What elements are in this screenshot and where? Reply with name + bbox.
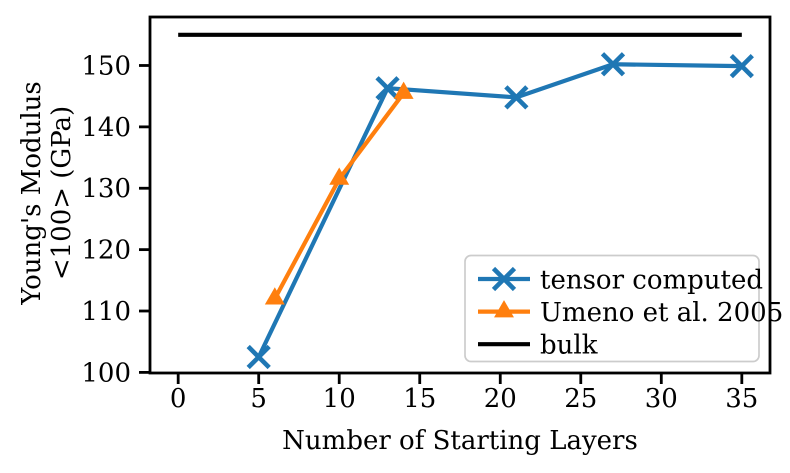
legend-sample-marker-tensor-computed bbox=[491, 266, 517, 292]
y-tick-label: 130 bbox=[81, 174, 131, 204]
series-marker-tensor-computed bbox=[375, 76, 400, 101]
series-marker-tensor-computed bbox=[600, 52, 626, 77]
y-tick-label: 150 bbox=[81, 51, 131, 81]
x-tick-label: 30 bbox=[645, 384, 678, 414]
legend-box bbox=[464, 254, 760, 363]
y-tick-label: 120 bbox=[81, 236, 131, 266]
axis-ticks: 0 5 10 15 20 25 30 35 100 110 120 130 140 150 bbox=[81, 51, 758, 414]
x-tick-label: 15 bbox=[403, 384, 436, 414]
legend-label-umeno-et-al-2005: Umeno et al. 2005 bbox=[540, 298, 783, 328]
series-marker-tensor-computed bbox=[729, 53, 754, 79]
legend-sample-marker-umeno-et-al-2005 bbox=[494, 300, 514, 318]
x-axis-label: Number of Starting Layers bbox=[282, 426, 638, 456]
series-marker-umeno-et-al-2005 bbox=[329, 167, 350, 185]
y-axis-label-line2: <100> (GPa) bbox=[47, 106, 77, 280]
axes-spines bbox=[148, 15, 772, 375]
plot-series bbox=[178, 32, 754, 370]
legend-label-bulk: bulk bbox=[540, 331, 598, 361]
x-tick-label: 20 bbox=[484, 384, 517, 414]
y-tick-label: 100 bbox=[81, 358, 131, 388]
x-tick-label: 25 bbox=[564, 384, 597, 414]
series-marker-umeno-et-al-2005 bbox=[393, 81, 414, 99]
y-tick-label: 110 bbox=[81, 297, 131, 327]
legend-label-tensor-computed: tensor computed bbox=[540, 266, 763, 296]
y-axis-label-line1: Young's Modulus bbox=[17, 81, 47, 306]
series-marker-umeno-et-al-2005 bbox=[264, 287, 285, 305]
x-tick-label: 10 bbox=[323, 384, 356, 414]
x-tick-label: 0 bbox=[170, 384, 187, 414]
series-marker-tensor-computed bbox=[246, 344, 271, 370]
x-tick-label: 5 bbox=[250, 384, 267, 414]
series-marker-tensor-computed bbox=[504, 85, 529, 110]
y-tick-label: 140 bbox=[81, 113, 131, 143]
series-line-umeno-et-al-2005 bbox=[272, 91, 406, 300]
x-tick-label: 35 bbox=[725, 384, 758, 414]
